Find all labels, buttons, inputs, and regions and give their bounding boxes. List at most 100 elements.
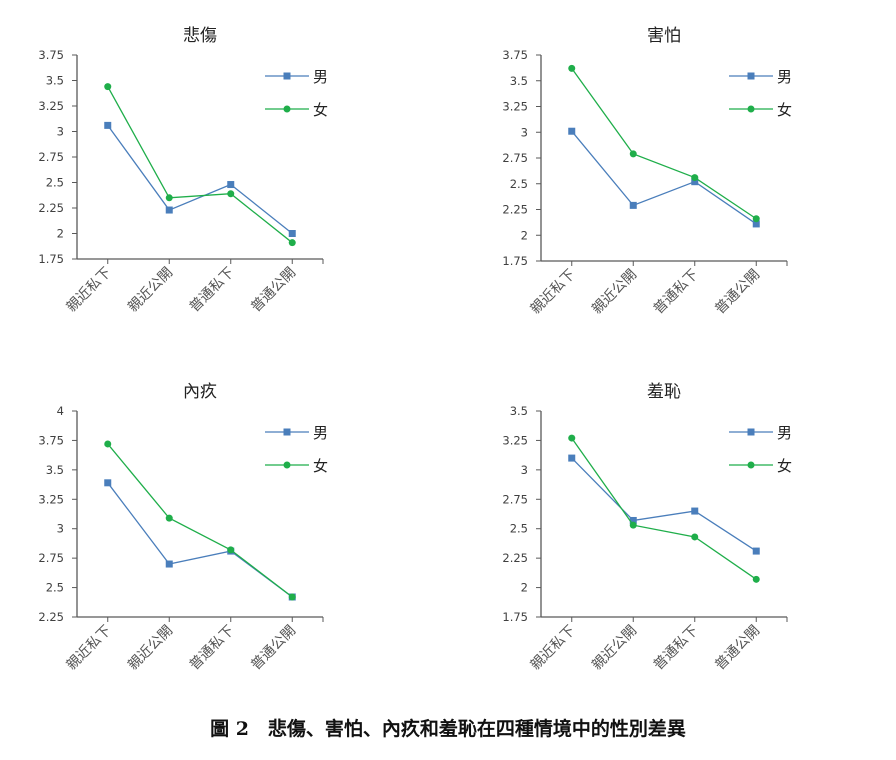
y-tick-label: 2.5: [510, 522, 528, 536]
data-point-female: [227, 190, 235, 198]
series-line-male: [107, 482, 293, 598]
chart-title: 內疚: [183, 382, 217, 402]
data-point-female: [691, 533, 699, 541]
legend-marker-male: [283, 428, 291, 436]
y-tick-label: 2.5: [510, 177, 528, 191]
data-point-female: [568, 434, 576, 442]
legend-marker-male: [283, 72, 291, 80]
x-tick-label: 親近私下: [528, 267, 579, 318]
figure-caption: 圖 2 悲傷、害怕、內疚和羞恥在四種情境中的性別差異: [210, 718, 686, 740]
x-tick-label: 普通私下: [187, 265, 238, 316]
data-point-female: [752, 215, 760, 223]
series-line-female: [107, 443, 293, 598]
y-tick-label: 2.25: [502, 203, 528, 217]
x-tick-label: 普通私下: [651, 623, 702, 674]
chart-title: 害怕: [647, 26, 681, 46]
legend-marker-male: [747, 72, 755, 80]
chart-panel-4: 羞恥 1.75 2 2.25 2.5 2.75 3 3.25 3.5 親近私下 親近公開 普通私下 普通…: [502, 382, 792, 673]
y-tick-label: 3: [521, 463, 528, 477]
chart-title: 悲傷: [183, 26, 217, 46]
series-line-female: [571, 437, 757, 580]
legend-marker-male: [747, 428, 755, 436]
x-tick-label: 普通公開: [248, 265, 299, 316]
x-tick-label: 親近公開: [589, 623, 640, 674]
legend-label: 男: [313, 424, 328, 442]
data-point-female: [629, 521, 637, 529]
y-tick-label: 1.75: [502, 254, 528, 268]
x-tick-label: 親近私下: [64, 265, 115, 316]
y-tick-label: 2.75: [502, 151, 528, 165]
legend-label: 女: [777, 457, 792, 475]
y-tick-label: 3.25: [502, 100, 528, 114]
data-point-female: [165, 194, 173, 202]
data-point-male: [752, 220, 760, 228]
data-point-female: [568, 64, 576, 72]
y-tick-label: 3.5: [46, 74, 64, 88]
x-tick-label: 普通公開: [712, 623, 763, 674]
data-point-male: [691, 178, 699, 186]
y-tick-label: 2.5: [46, 581, 64, 595]
x-tick-label: 親近私下: [64, 623, 115, 674]
x-tick-label: 普通公開: [712, 267, 763, 318]
x-tick-label: 普通公開: [248, 623, 299, 674]
data-point-male: [104, 121, 112, 129]
y-tick-label: 2.25: [38, 610, 64, 624]
data-point-male: [104, 479, 112, 487]
y-tick-label: 3.25: [502, 433, 528, 447]
y-tick-label: 3: [57, 522, 64, 536]
y-tick-label: 2.75: [38, 150, 64, 164]
y-tick-label: 4: [57, 404, 64, 418]
legend-label: 男: [313, 68, 328, 86]
data-point-male: [691, 507, 699, 515]
legend-label: 男: [777, 424, 792, 442]
data-point-female: [104, 83, 112, 91]
data-point-female: [104, 440, 112, 448]
y-tick-label: 2.25: [38, 201, 64, 215]
chart-panel-3: 內疚 2.25 2.5 2.75 3 3.25 3.5 3.75 4 親近私下 親近公開 普通私下 普通…: [38, 382, 328, 673]
y-tick-label: 2: [57, 227, 64, 241]
data-point-male: [227, 181, 235, 189]
y-tick-label: 3: [521, 125, 528, 139]
series-line-male: [571, 457, 757, 552]
series-line-female: [571, 68, 757, 220]
y-tick-label: 3.5: [510, 74, 528, 88]
y-tick-label: 3.75: [502, 48, 528, 62]
x-tick-label: 普通私下: [187, 623, 238, 674]
data-point-male: [752, 547, 760, 555]
chart-title: 羞恥: [647, 382, 681, 402]
x-tick-label: 親近公開: [589, 267, 640, 318]
legend-label: 女: [777, 101, 792, 119]
series-line-female: [107, 86, 293, 244]
legend-label: 女: [313, 457, 328, 475]
y-tick-label: 3.5: [510, 404, 528, 418]
y-tick-label: 3.25: [38, 99, 64, 113]
y-tick-label: 3.75: [38, 433, 64, 447]
y-tick-label: 2: [521, 581, 528, 595]
data-point-male: [568, 127, 576, 135]
data-point-male: [165, 560, 173, 568]
data-point-female: [165, 514, 173, 522]
y-tick-label: 3.75: [38, 48, 64, 62]
data-point-female: [227, 546, 235, 554]
data-point-female: [691, 174, 699, 182]
y-tick-label: 3.5: [46, 463, 64, 477]
x-tick-label: 親近公開: [125, 623, 176, 674]
x-tick-label: 親近私下: [528, 623, 579, 674]
legend-marker-female: [283, 105, 291, 113]
series-line-male: [571, 130, 757, 225]
series-line-male: [107, 124, 293, 235]
y-tick-label: 3: [57, 125, 64, 139]
y-tick-label: 3.25: [38, 492, 64, 506]
data-point-female: [629, 150, 637, 158]
data-point-male: [629, 201, 637, 209]
y-tick-label: 1.75: [502, 610, 528, 624]
legend-marker-female: [747, 461, 755, 469]
y-tick-label: 2.75: [38, 551, 64, 565]
data-point-female: [288, 239, 296, 247]
data-point-male: [288, 230, 296, 237]
data-point-male: [165, 206, 173, 214]
x-tick-label: 普通私下: [651, 267, 702, 318]
